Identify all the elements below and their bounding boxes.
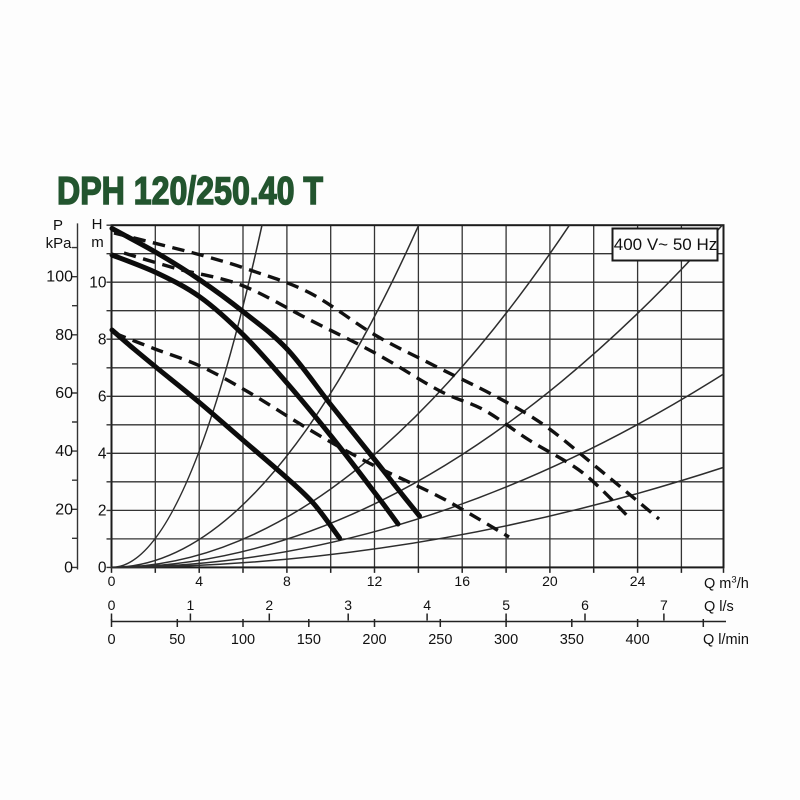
svg-text:24: 24 <box>630 573 646 589</box>
svg-text:7: 7 <box>660 597 668 613</box>
svg-text:6: 6 <box>98 389 107 406</box>
svg-text:H: H <box>92 216 103 233</box>
svg-text:4: 4 <box>195 573 203 589</box>
svg-text:60: 60 <box>55 385 73 402</box>
svg-text:50: 50 <box>169 632 185 648</box>
svg-text:100: 100 <box>46 269 73 286</box>
svg-text:1: 1 <box>187 597 195 613</box>
svg-text:100: 100 <box>231 632 255 648</box>
svg-text:Q l/min: Q l/min <box>703 632 749 648</box>
svg-text:Q l/s: Q l/s <box>704 599 734 615</box>
svg-text:0: 0 <box>98 560 107 577</box>
svg-text:m: m <box>91 234 104 251</box>
svg-text:6: 6 <box>581 597 589 613</box>
svg-text:200: 200 <box>362 632 386 648</box>
svg-text:kPa: kPa <box>46 235 73 252</box>
svg-text:4: 4 <box>423 597 431 613</box>
svg-text:5: 5 <box>502 597 510 613</box>
svg-text:0: 0 <box>64 559 73 576</box>
svg-text:0: 0 <box>108 597 116 613</box>
svg-text:3: 3 <box>344 597 352 613</box>
svg-text:Q m3/h: Q m3/h <box>704 575 749 593</box>
svg-text:16: 16 <box>454 573 470 589</box>
svg-text:350: 350 <box>560 632 584 648</box>
svg-text:8: 8 <box>283 573 291 589</box>
svg-text:300: 300 <box>494 632 518 648</box>
svg-text:250: 250 <box>428 632 452 648</box>
svg-text:20: 20 <box>55 501 73 518</box>
svg-text:0: 0 <box>107 632 115 648</box>
svg-text:4: 4 <box>98 446 107 463</box>
svg-text:400 V~ 50 Hz: 400 V~ 50 Hz <box>614 235 718 254</box>
svg-text:10: 10 <box>89 275 107 292</box>
svg-text:150: 150 <box>297 632 321 648</box>
svg-text:80: 80 <box>55 327 73 344</box>
svg-text:20: 20 <box>542 573 558 589</box>
svg-text:12: 12 <box>367 573 383 589</box>
svg-text:400: 400 <box>625 632 649 648</box>
svg-text:40: 40 <box>55 443 73 460</box>
svg-text:2: 2 <box>98 503 107 520</box>
svg-text:2: 2 <box>265 597 273 613</box>
svg-text:DPH 120/250.40 T: DPH 120/250.40 T <box>57 170 323 213</box>
svg-text:8: 8 <box>98 332 107 349</box>
svg-text:P: P <box>53 217 63 234</box>
svg-text:0: 0 <box>108 573 116 589</box>
